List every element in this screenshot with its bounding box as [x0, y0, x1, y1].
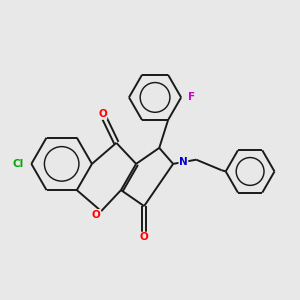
Text: N: N	[179, 157, 188, 167]
Text: F: F	[188, 92, 195, 102]
Text: O: O	[92, 209, 100, 220]
Text: Cl: Cl	[13, 159, 24, 169]
Text: O: O	[98, 109, 107, 119]
Text: O: O	[140, 232, 148, 242]
